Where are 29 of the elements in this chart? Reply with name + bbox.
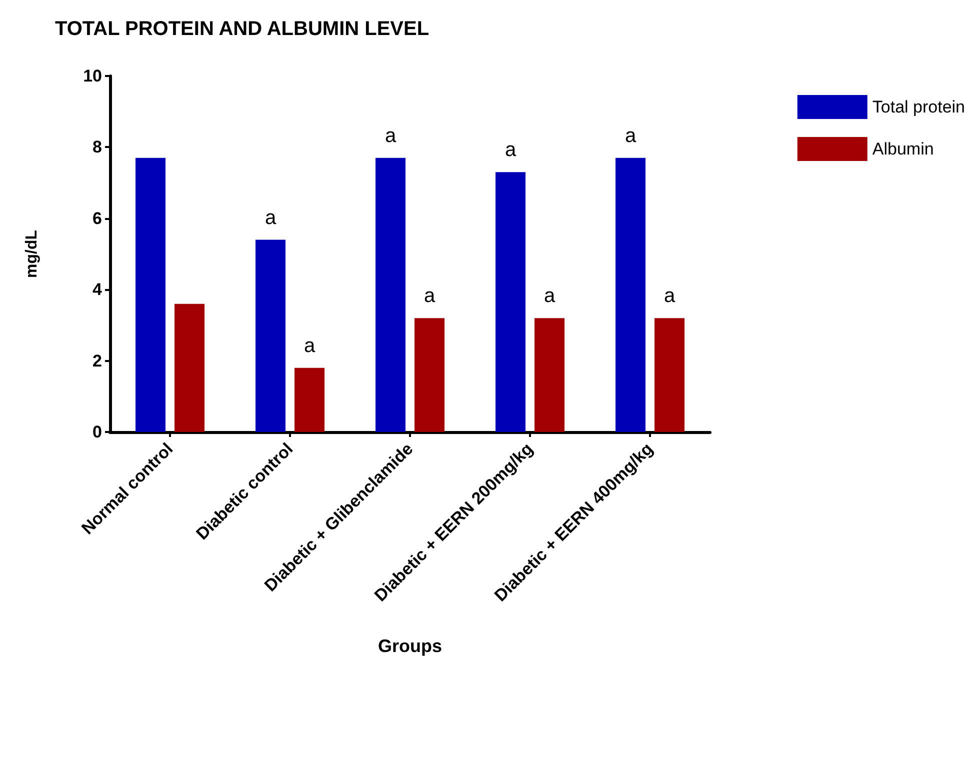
annotation: a — [504, 139, 517, 162]
annotation: a — [544, 285, 556, 308]
annotation: a — [304, 334, 316, 357]
x-axis-title: Groups — [378, 636, 442, 656]
y-tick-label: 0 — [92, 422, 102, 442]
bar — [294, 368, 324, 432]
y-tick-label: 10 — [83, 66, 102, 86]
bar — [414, 318, 444, 432]
annotation: a — [424, 285, 436, 308]
y-axis-title: mg/dL — [24, 230, 40, 278]
y-tick-label: 4 — [92, 280, 103, 300]
legend-label: Total protein — [872, 98, 966, 116]
bar — [136, 158, 166, 432]
bar — [654, 318, 684, 432]
legend-label: Albumin — [872, 140, 934, 158]
annotation: a — [664, 285, 676, 308]
y-tick-label: 8 — [92, 138, 102, 157]
annotation: a — [624, 124, 637, 147]
annotation: a — [384, 124, 397, 147]
annotation: a — [264, 206, 277, 229]
bar — [534, 318, 564, 432]
bar — [376, 158, 406, 432]
y-tick-label: 6 — [92, 208, 102, 228]
bar — [616, 158, 646, 432]
chart-title: TOTAL PROTEIN AND ALBUMIN LEVEL — [55, 18, 430, 40]
y-tick-label: 2 — [92, 351, 102, 370]
bar — [256, 240, 286, 432]
bar — [496, 172, 526, 432]
bar — [174, 304, 204, 432]
